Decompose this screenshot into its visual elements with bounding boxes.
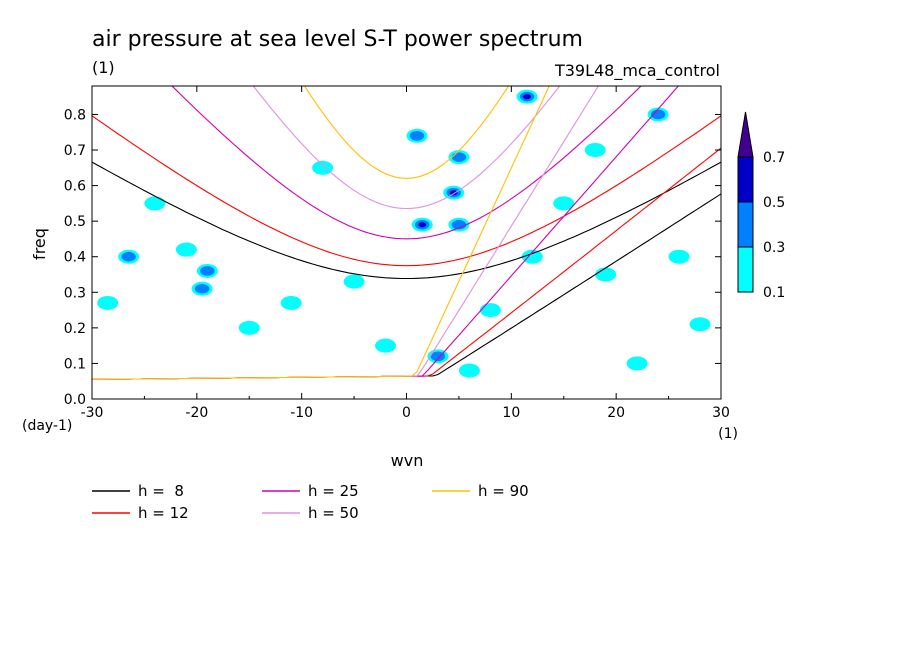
series-line-ig — [252, 86, 561, 210]
contour-blob — [430, 351, 446, 362]
x-axis-unit: (1) — [718, 426, 738, 442]
contour-blob — [280, 295, 302, 310]
contour-blob — [375, 338, 397, 353]
contour-blob — [175, 242, 197, 257]
dispersion-curves — [92, 86, 721, 380]
series-line-kelvin — [92, 147, 721, 380]
legend: h = 8 h = 12 h = 25 h = 50 h = 90 — [92, 482, 529, 522]
x-tick-label: 20 — [607, 405, 625, 421]
y-tick-label: 0.4 — [64, 250, 86, 266]
colorbar-extension — [737, 111, 754, 158]
contour-blob — [668, 249, 690, 264]
chart-title: air pressure at sea level S-T power spec… — [92, 27, 583, 52]
colorbar-label: 0.1 — [763, 285, 785, 301]
contour-blob — [451, 219, 467, 230]
contour-blob — [521, 249, 543, 264]
colorbar-segment — [737, 201, 754, 248]
x-tick-label: 30 — [712, 405, 730, 421]
chart-subtitle-left: (1) — [92, 58, 115, 77]
plot-frame — [91, 85, 722, 400]
legend-label: h = 90 — [478, 482, 529, 500]
y-axis-label: freq — [30, 228, 49, 260]
contour-blob — [194, 283, 210, 294]
contour-blob — [312, 160, 334, 175]
contour-blob — [689, 317, 711, 332]
x-tick-label: -20 — [185, 405, 208, 421]
legend-label: h = 12 — [138, 504, 189, 522]
y-tick-label: 0.5 — [64, 214, 86, 230]
contour-blob — [121, 251, 136, 262]
series-line-ig — [92, 115, 721, 267]
contour-blob — [595, 267, 617, 282]
colorbar-label: 0.7 — [763, 150, 785, 166]
y-tick-label: 0.7 — [64, 143, 86, 159]
colorbar-segment — [737, 246, 754, 293]
y-axis-ticks: 0.0 0.1 0.2 0.3 0.4 0.5 0.6 0.7 0.8 — [64, 107, 721, 408]
contour-blob — [451, 152, 467, 162]
contour-blob — [200, 266, 215, 276]
contour-blob — [650, 109, 666, 120]
y-tick-label: 0.0 — [64, 392, 86, 408]
y-tick-label: 0.2 — [64, 321, 86, 337]
contour-blob — [449, 190, 458, 196]
contour-blob — [458, 363, 480, 378]
colorbar: 0.1 0.3 0.5 0.7 — [737, 111, 785, 301]
y-axis-unit: (day-1) — [22, 418, 72, 434]
contour-blob — [238, 320, 260, 335]
contour-field — [97, 89, 711, 378]
contour-blob — [343, 274, 365, 289]
colorbar-label: 0.5 — [763, 195, 785, 211]
contour-blob — [584, 143, 606, 158]
x-tick-label: -30 — [81, 405, 104, 421]
legend-label: h = 8 — [138, 482, 184, 500]
contour-blob — [626, 356, 648, 371]
contour-blob — [418, 222, 427, 228]
contour-blob — [97, 295, 119, 310]
series-line-ig — [92, 161, 721, 280]
colorbar-label: 0.3 — [763, 240, 785, 256]
series-line-kelvin — [92, 86, 550, 380]
y-tick-label: 0.6 — [64, 179, 86, 195]
chart-subtitle-right: T39L48_mca_control — [554, 61, 720, 81]
x-axis-ticks: -30 -20 -10 0 10 20 30 — [81, 86, 730, 421]
contour-blob — [479, 303, 501, 318]
series-line-ig — [171, 86, 642, 240]
contour-blob — [409, 130, 425, 141]
x-tick-label: -10 — [290, 405, 313, 421]
legend-label: h = 25 — [308, 482, 359, 500]
contour-blob — [523, 94, 531, 100]
contour-blob — [144, 196, 166, 211]
colorbar-segment — [737, 156, 754, 203]
legend-label: h = 50 — [308, 504, 359, 522]
series-line-ig — [303, 86, 510, 179]
x-tick-label: 0 — [402, 405, 411, 421]
contour-blob — [553, 196, 575, 211]
x-tick-label: 10 — [502, 405, 520, 421]
y-tick-label: 0.8 — [64, 107, 86, 123]
series-line-kelvin — [92, 86, 599, 380]
y-tick-label: 0.3 — [64, 285, 86, 301]
y-tick-label: 0.1 — [64, 356, 86, 372]
x-axis-label: wvn — [391, 451, 424, 470]
